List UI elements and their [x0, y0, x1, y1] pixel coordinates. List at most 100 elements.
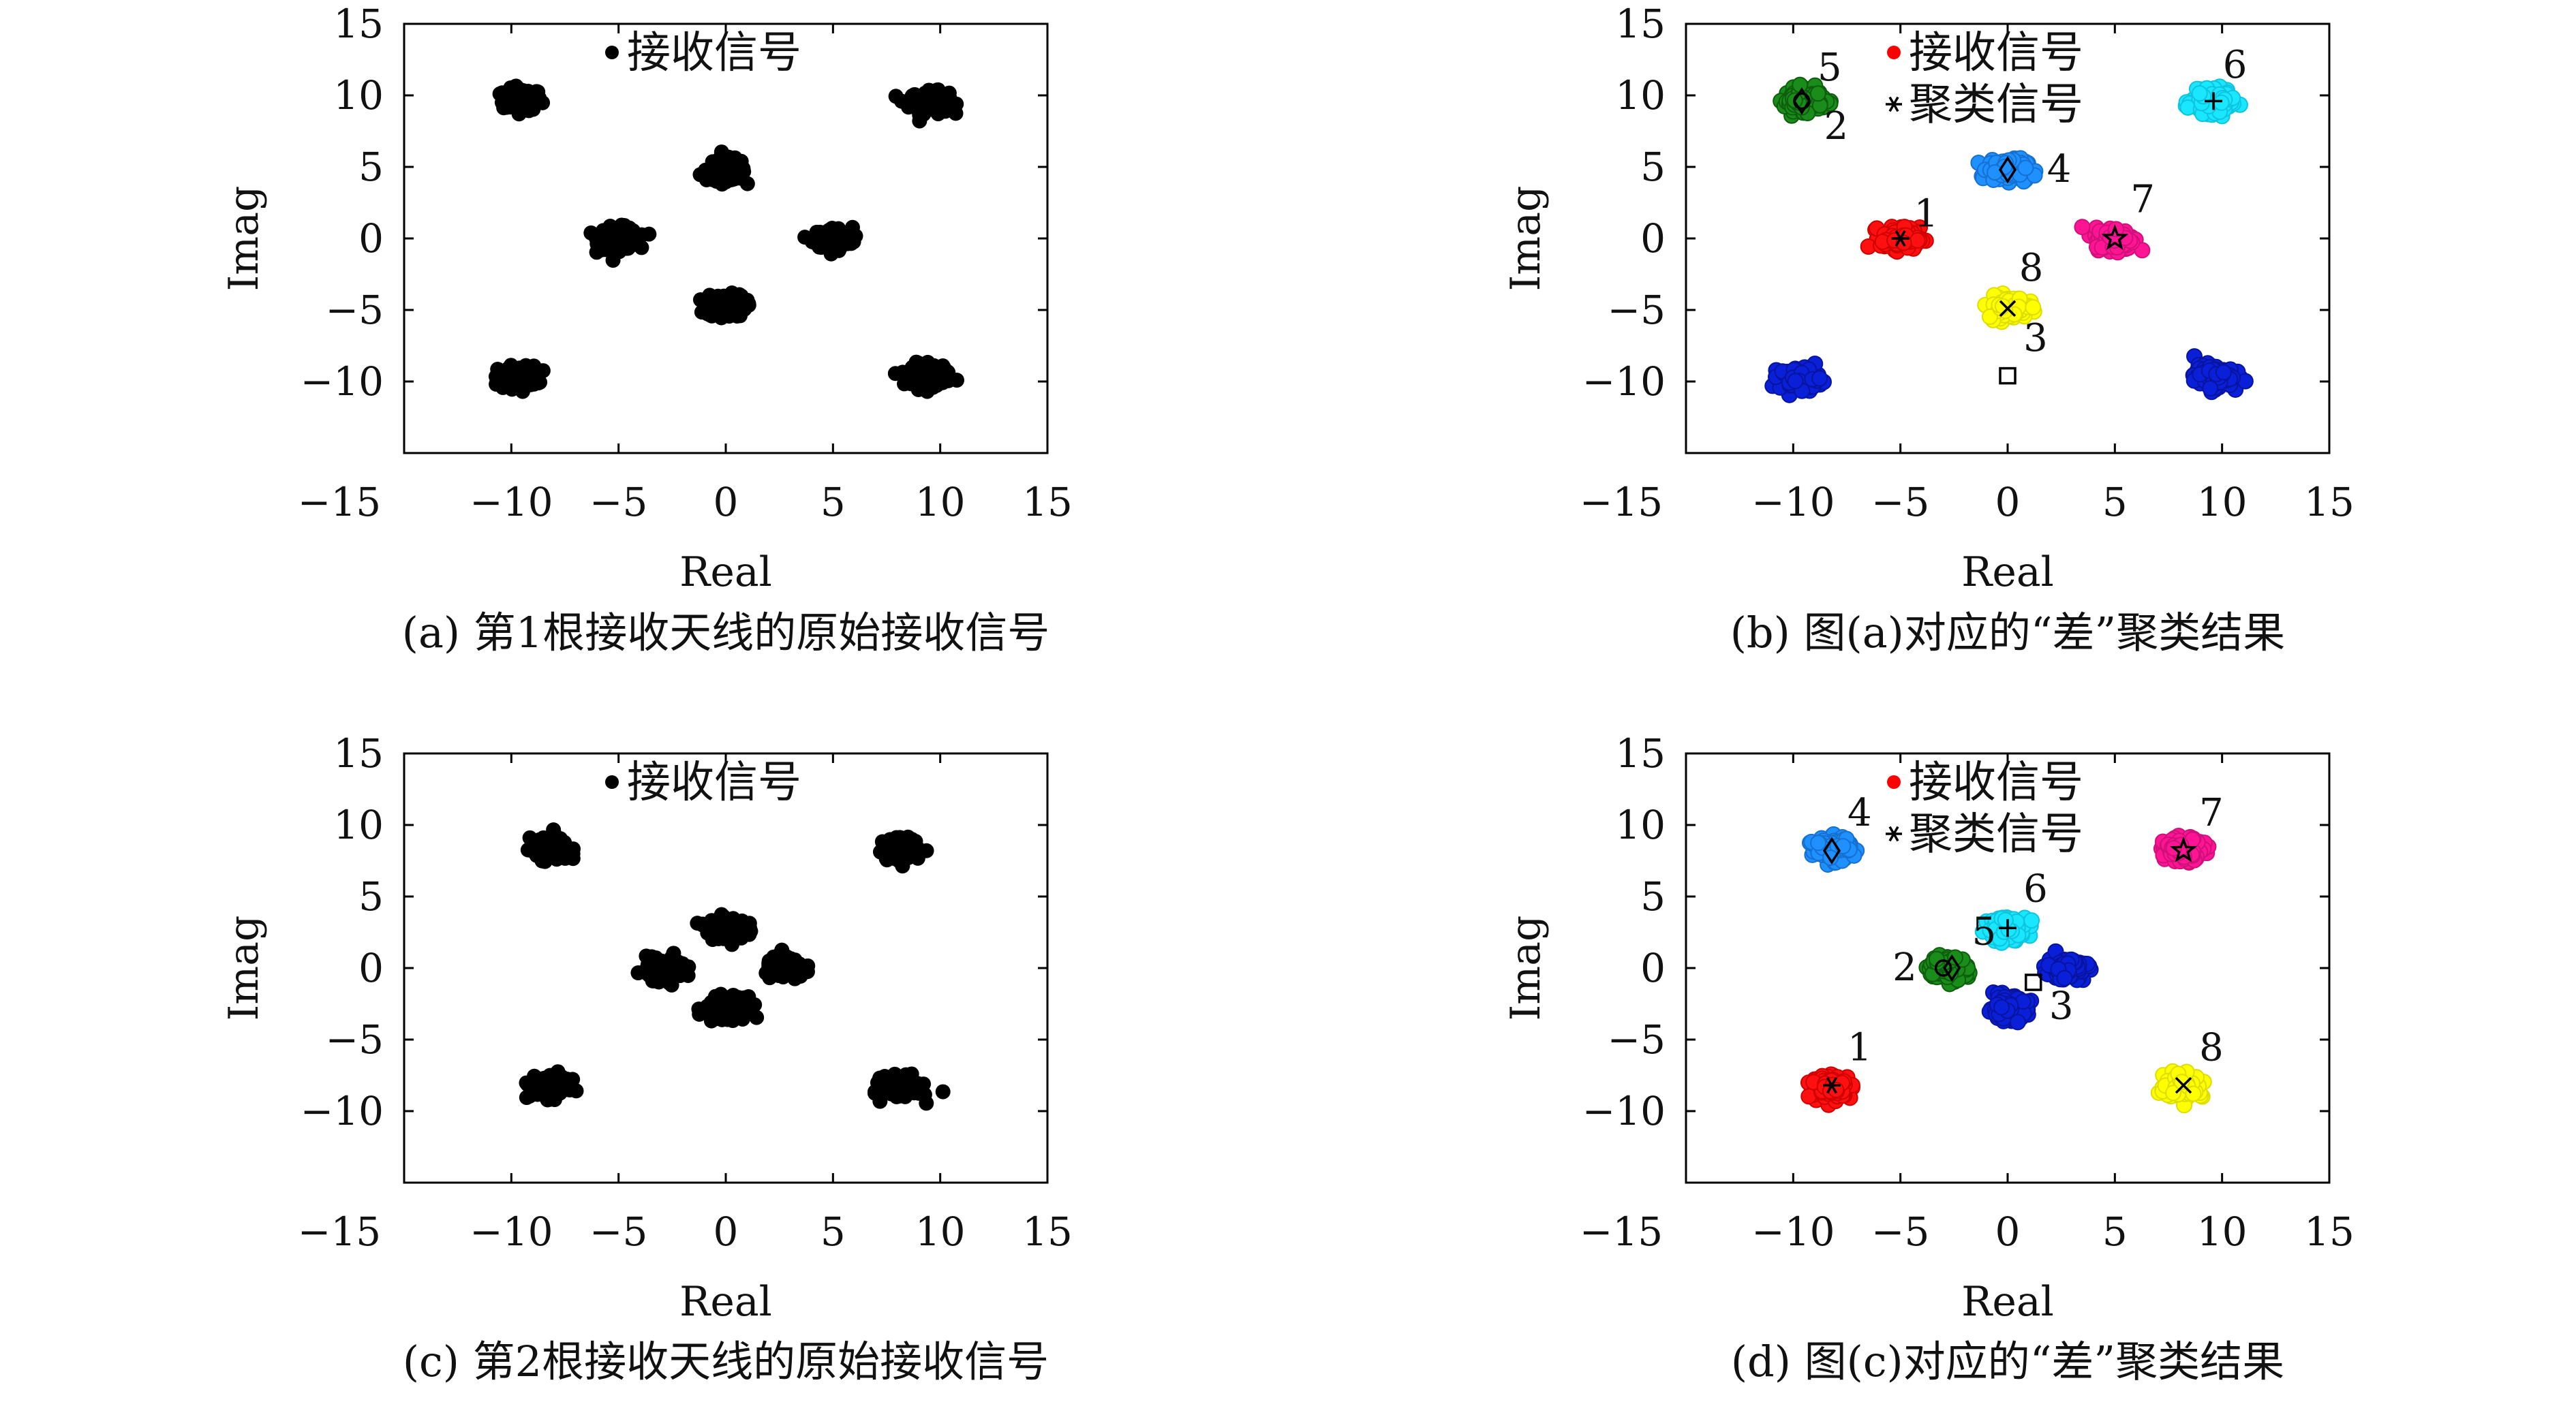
data-point — [728, 299, 743, 315]
data-point — [714, 299, 729, 315]
x-tick-label: −10 — [470, 479, 553, 525]
cluster-number-label: 8 — [2019, 246, 2044, 290]
legend-marker — [1887, 775, 1901, 789]
data-point — [737, 990, 752, 1006]
data-point — [703, 160, 719, 176]
data-point — [804, 234, 820, 249]
y-tick-label: −10 — [1582, 358, 1666, 405]
legend-marker — [1886, 826, 1902, 842]
data-point — [2191, 85, 2208, 102]
cluster-number-label: 1 — [1847, 1026, 1872, 1070]
data-point — [1810, 835, 1827, 852]
data-point — [660, 967, 676, 983]
x-tick-label: −15 — [298, 479, 381, 525]
panel-caption: (d) 图(c)对应的“差”聚类结果 — [1731, 1337, 2284, 1386]
cluster-number-label: 5 — [1818, 46, 1842, 90]
y-tick-label: −5 — [1608, 287, 1666, 333]
y-axis-label: Imag — [220, 916, 268, 1021]
data-point — [1997, 912, 2014, 929]
cluster-number-label: 3 — [2023, 316, 2048, 360]
cluster-number-label: 2 — [1824, 104, 1848, 149]
data-cluster — [872, 829, 934, 874]
x-tick-label: 10 — [915, 1209, 966, 1255]
x-tick-label: −5 — [589, 479, 648, 525]
cluster-number-label: 4 — [2047, 147, 2072, 191]
data-point — [543, 849, 559, 864]
cluster-number-label: 2 — [1892, 946, 1917, 990]
data-point — [2009, 1014, 2026, 1031]
data-point — [2215, 364, 2232, 381]
data-cluster — [2177, 78, 2248, 125]
data-point — [887, 366, 903, 381]
y-tick-label: 5 — [1640, 873, 1666, 920]
legend-marker — [605, 46, 619, 59]
data-point — [749, 1010, 765, 1025]
data-point — [905, 88, 921, 104]
data-point — [1993, 999, 2010, 1016]
panel-caption: (c) 第2根接收天线的原始接收信号 — [403, 1337, 1049, 1386]
x-tick-label: 5 — [2102, 1209, 2128, 1255]
x-tick-label: 15 — [1022, 1209, 1073, 1255]
data-cluster — [888, 82, 964, 129]
y-tick-label: −10 — [301, 1088, 384, 1134]
data-cluster — [867, 1066, 951, 1111]
data-cluster — [519, 1064, 584, 1108]
y-tick-label: −5 — [326, 1016, 384, 1063]
y-tick-label: 5 — [358, 873, 384, 920]
data-cluster — [1970, 150, 2044, 191]
data-point — [732, 153, 748, 169]
x-axis-label: Real — [1961, 1278, 2054, 1326]
data-cluster — [887, 354, 965, 399]
data-cluster — [630, 946, 696, 993]
data-cluster — [758, 942, 816, 986]
x-tick-label: −15 — [298, 1209, 381, 1255]
axes-frame — [403, 752, 1049, 1184]
x-tick-label: −15 — [1580, 1209, 1663, 1255]
data-cluster — [583, 217, 657, 268]
data-point — [642, 967, 658, 983]
x-tick-label: 0 — [1995, 1209, 2021, 1255]
data-point — [767, 956, 783, 972]
data-cluster — [520, 822, 581, 869]
x-tick-label: −15 — [1580, 479, 1663, 525]
y-tick-label: 10 — [333, 802, 384, 848]
x-tick-label: 15 — [2304, 479, 2355, 525]
y-tick-label: 5 — [358, 144, 384, 190]
x-tick-label: 0 — [714, 1209, 739, 1255]
legend-marker — [1887, 46, 1901, 59]
data-point — [1994, 298, 2011, 315]
data-cluster — [1773, 76, 1839, 124]
y-tick-label: 0 — [358, 215, 384, 262]
legend-label: 接收信号 — [1909, 758, 2083, 808]
x-tick-label: 15 — [1022, 479, 1073, 525]
y-tick-label: −5 — [326, 287, 384, 333]
x-axis-label: Real — [1961, 548, 2054, 596]
data-point — [1981, 308, 1998, 325]
data-point — [784, 959, 799, 975]
legend-label: 接收信号 — [1909, 28, 2083, 78]
cluster-number-label: 7 — [2199, 791, 2224, 835]
y-tick-label: 15 — [1615, 1, 1666, 47]
x-tick-label: −5 — [1871, 479, 1930, 525]
x-tick-label: −10 — [470, 1209, 553, 1255]
data-point — [512, 87, 528, 102]
x-tick-label: 10 — [2197, 479, 2248, 525]
data-cluster — [1918, 947, 1978, 993]
y-tick-label: 5 — [1640, 144, 1666, 190]
data-point — [641, 226, 657, 242]
data-point — [834, 225, 850, 241]
data-point — [2025, 299, 2042, 316]
legend-label: 接收信号 — [627, 28, 801, 78]
panel-caption: (a) 第1根接收天线的原始接收信号 — [402, 608, 1050, 657]
cluster-number-label: 7 — [2130, 177, 2155, 221]
panel-a: −15 −10 −5 0 5 10 15151050−5−10RealImag接收信号(a)… — [220, 1, 1073, 657]
y-axis-label: Imag — [1502, 916, 1550, 1021]
cluster-number-label: 5 — [1972, 910, 1997, 954]
data-cluster — [797, 219, 863, 262]
x-tick-label: 5 — [821, 1209, 846, 1255]
data-point — [711, 994, 726, 1010]
data-point — [535, 363, 551, 379]
data-point — [731, 287, 747, 302]
y-tick-label: 15 — [1615, 730, 1666, 777]
data-point — [1809, 85, 1826, 102]
